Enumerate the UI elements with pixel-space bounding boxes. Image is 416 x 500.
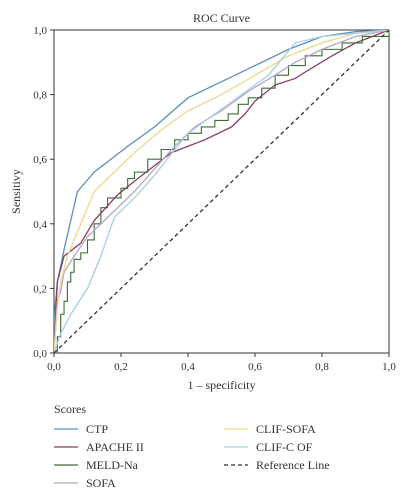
x-tick-label: 0,0 — [47, 361, 61, 373]
legend-label-meld-na: MELD-Na — [86, 458, 139, 472]
x-tick-label: 1,0 — [382, 361, 396, 373]
series-line-sofa — [54, 30, 389, 353]
plot-area: 0,0 0,2 0,4 0,6 0,8 1,0 0,0 0,2 0,4 0,6 0,8 1,0 — [33, 25, 396, 373]
y-tick-label: 1,0 — [33, 25, 47, 37]
x-axis-title: 1 – specificity — [188, 378, 256, 392]
legend-label-clif-sofa: CLIF-SOFA — [256, 422, 316, 436]
x-tick-label: 0,4 — [181, 361, 195, 373]
y-tick-label: 0,0 — [33, 348, 47, 360]
series-line-reference-line — [54, 30, 389, 353]
plot-frame — [53, 29, 390, 354]
y-tick-label: 0,6 — [33, 154, 47, 166]
y-tick-label: 0,4 — [33, 219, 47, 231]
series-line-meld-na — [54, 30, 389, 353]
legend-title: Scores — [54, 402, 86, 416]
x-tick-label: 0,8 — [315, 361, 329, 373]
y-tick-label: 0,8 — [33, 90, 47, 102]
legend-label-apache-ii: APACHE II — [86, 440, 144, 454]
legend-label-sofa: SOFA — [86, 476, 116, 490]
legend-label-clif-c-of: CLIF-C OF — [256, 440, 313, 454]
legend-label-ctp: CTP — [86, 422, 108, 436]
series-line-apache-ii — [54, 30, 389, 353]
legend-label-reference-line: Reference Line — [256, 458, 330, 472]
x-tick-label: 0,2 — [114, 361, 128, 373]
y-tick-label: 0,2 — [33, 283, 47, 295]
y-axis-title: Sensitivy — [9, 169, 23, 214]
x-tick-label: 0,6 — [248, 361, 262, 373]
chart-title: ROC Curve — [193, 11, 250, 25]
series-line-clif-c-of — [54, 30, 389, 353]
series-line-clif-sofa — [54, 30, 389, 353]
legend: CTP APACHE II MELD-Na SOFA CLIF-SOFA CLIF-C O… — [54, 422, 330, 490]
